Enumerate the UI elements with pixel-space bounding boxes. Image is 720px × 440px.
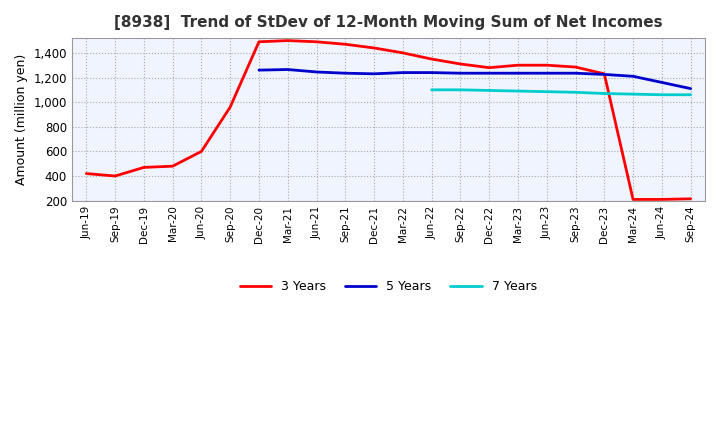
5 Years	[370, 71, 379, 77]
3 Years	[629, 197, 637, 202]
3 Years	[197, 149, 206, 154]
3 Years	[571, 64, 580, 70]
Legend: 3 Years, 5 Years, 7 Years: 3 Years, 5 Years, 7 Years	[235, 275, 541, 298]
5 Years	[341, 70, 350, 76]
5 Years	[399, 70, 408, 75]
3 Years	[370, 45, 379, 51]
3 Years	[284, 38, 292, 43]
Line: 5 Years: 5 Years	[259, 70, 690, 88]
5 Years	[427, 70, 436, 75]
7 Years	[456, 87, 464, 92]
3 Years	[82, 171, 91, 176]
5 Years	[686, 86, 695, 91]
5 Years	[485, 70, 493, 76]
5 Years	[284, 67, 292, 72]
3 Years	[600, 71, 608, 77]
7 Years	[542, 89, 551, 94]
3 Years	[111, 173, 120, 179]
3 Years	[456, 61, 464, 66]
5 Years	[456, 70, 464, 76]
3 Years	[226, 104, 235, 110]
3 Years	[686, 196, 695, 202]
3 Years	[485, 65, 493, 70]
3 Years	[399, 50, 408, 55]
5 Years	[629, 73, 637, 79]
3 Years	[542, 62, 551, 68]
3 Years	[255, 39, 264, 44]
Title: [8938]  Trend of StDev of 12-Month Moving Sum of Net Incomes: [8938] Trend of StDev of 12-Month Moving…	[114, 15, 663, 30]
7 Years	[513, 88, 522, 94]
5 Years	[571, 70, 580, 76]
5 Years	[513, 70, 522, 76]
7 Years	[427, 87, 436, 92]
5 Years	[312, 70, 321, 75]
5 Years	[657, 80, 666, 85]
3 Years	[657, 197, 666, 202]
Line: 3 Years: 3 Years	[86, 40, 690, 199]
3 Years	[168, 164, 177, 169]
3 Years	[513, 62, 522, 68]
3 Years	[341, 42, 350, 47]
7 Years	[600, 91, 608, 96]
7 Years	[629, 92, 637, 97]
5 Years	[255, 67, 264, 73]
7 Years	[657, 92, 666, 97]
7 Years	[686, 92, 695, 97]
7 Years	[571, 90, 580, 95]
3 Years	[312, 39, 321, 44]
5 Years	[600, 72, 608, 77]
Line: 7 Years: 7 Years	[431, 90, 690, 95]
7 Years	[485, 88, 493, 93]
Y-axis label: Amount (million yen): Amount (million yen)	[15, 54, 28, 185]
5 Years	[542, 70, 551, 76]
3 Years	[140, 165, 148, 170]
3 Years	[427, 56, 436, 62]
